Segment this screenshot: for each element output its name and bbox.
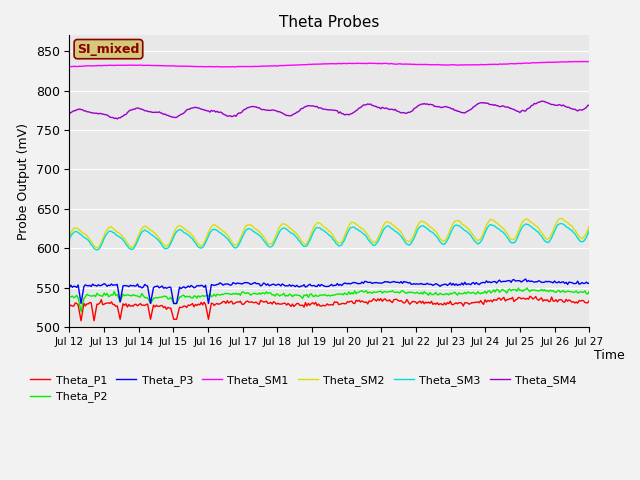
Theta_SM1: [66, 64, 74, 70]
Theta_SM4: [248, 104, 256, 109]
Theta_P1: [586, 298, 593, 303]
Theta_SM4: [66, 111, 74, 117]
Theta_SM3: [294, 237, 302, 243]
Theta_SM2: [239, 229, 247, 235]
Theta_SM3: [66, 236, 74, 242]
Theta_P2: [523, 285, 531, 291]
Theta_P1: [66, 303, 74, 309]
Theta_SM3: [131, 244, 138, 250]
Theta_SM3: [239, 232, 247, 238]
Theta_SM4: [559, 102, 567, 108]
Theta_P3: [586, 280, 593, 286]
Theta_P2: [559, 288, 567, 293]
Theta_SM2: [559, 216, 567, 222]
Theta_P2: [586, 288, 593, 294]
Theta_P3: [66, 285, 74, 290]
Theta_P2: [77, 309, 85, 314]
Title: Theta Probes: Theta Probes: [279, 15, 380, 30]
Theta_SM1: [230, 64, 238, 70]
Theta_P1: [239, 302, 247, 308]
Theta_SM2: [294, 233, 302, 239]
Line: Theta_SM4: Theta_SM4: [70, 101, 589, 119]
Text: SI_mixed: SI_mixed: [77, 43, 140, 56]
Theta_P2: [239, 289, 247, 295]
Theta_P3: [131, 283, 138, 289]
Text: Time: Time: [595, 349, 625, 362]
Theta_P2: [222, 291, 230, 297]
Theta_SM2: [66, 233, 74, 239]
Theta_SM3: [222, 235, 230, 240]
Line: Theta_SM1: Theta_SM1: [70, 61, 589, 67]
Theta_SM2: [222, 231, 230, 237]
Theta_P1: [294, 300, 302, 306]
Theta_SM1: [248, 64, 256, 70]
Y-axis label: Probe Output (mV): Probe Output (mV): [17, 123, 30, 240]
Theta_SM3: [93, 247, 100, 253]
Theta_P2: [66, 294, 74, 300]
Theta_SM2: [558, 216, 566, 221]
Theta_P3: [77, 300, 85, 306]
Theta_P3: [222, 281, 230, 287]
Theta_P2: [131, 293, 138, 299]
Theta_P3: [239, 280, 247, 286]
Theta_SM4: [239, 108, 247, 113]
Theta_SM3: [557, 221, 564, 227]
Theta_SM4: [538, 98, 545, 104]
Line: Theta_SM2: Theta_SM2: [70, 218, 589, 248]
Theta_P1: [222, 300, 230, 306]
Line: Theta_P3: Theta_P3: [70, 279, 589, 303]
Theta_P1: [248, 299, 256, 305]
Theta_SM1: [221, 64, 228, 70]
Theta_SM1: [294, 62, 302, 68]
Line: Theta_P1: Theta_P1: [70, 296, 589, 321]
Theta_P3: [294, 284, 302, 289]
Theta_SM1: [239, 64, 247, 70]
Theta_P2: [294, 292, 302, 298]
Theta_P3: [248, 281, 256, 287]
Theta_P1: [526, 293, 534, 299]
Theta_SM4: [294, 109, 302, 115]
Theta_P3: [522, 276, 529, 282]
Theta_SM2: [586, 223, 593, 229]
Theta_SM1: [129, 62, 137, 68]
Line: Theta_SM3: Theta_SM3: [70, 224, 589, 250]
Theta_SM2: [93, 245, 100, 251]
Theta_SM1: [586, 59, 593, 64]
Theta_SM4: [131, 107, 138, 112]
Theta_SM3: [248, 227, 256, 233]
Theta_P1: [131, 301, 138, 307]
Theta_SM4: [586, 102, 593, 108]
Theta_SM2: [131, 241, 138, 247]
Theta_SM4: [113, 116, 121, 122]
Theta_P2: [248, 291, 256, 297]
Theta_P1: [77, 318, 85, 324]
Theta_SM1: [558, 59, 566, 65]
Theta_SM3: [586, 228, 593, 233]
Theta_SM4: [222, 112, 230, 118]
Legend: Theta_P1, Theta_P2, Theta_P3, Theta_SM1, Theta_SM2, Theta_SM3, Theta_SM4: Theta_P1, Theta_P2, Theta_P3, Theta_SM1,…: [26, 371, 581, 407]
Theta_SM2: [248, 223, 256, 228]
Theta_P1: [559, 299, 567, 305]
Line: Theta_P2: Theta_P2: [70, 288, 589, 312]
Theta_P3: [559, 279, 567, 285]
Theta_SM3: [559, 221, 567, 227]
